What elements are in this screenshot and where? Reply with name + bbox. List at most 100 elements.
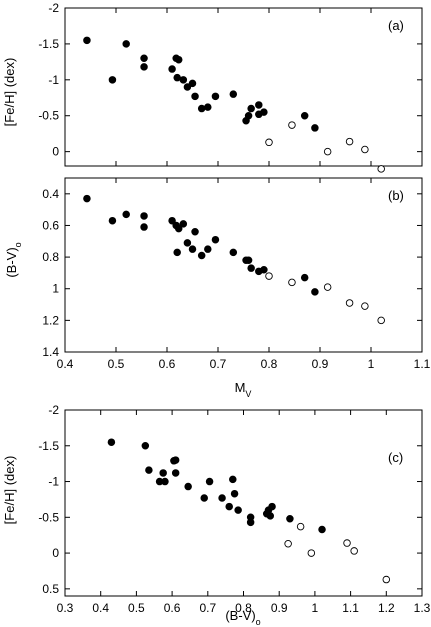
x-tick-label: 0.8 xyxy=(235,601,252,615)
filled-point xyxy=(83,36,91,45)
y-tick-label: 1 xyxy=(52,282,59,296)
y-tick-label: 1.4 xyxy=(42,345,59,359)
filled-point xyxy=(183,239,192,247)
x-tick-label: 1.1 xyxy=(342,601,359,615)
filled-point xyxy=(161,477,169,486)
x-tick-label: 0.6 xyxy=(159,357,176,371)
open-point xyxy=(377,165,385,173)
y-tick-label: -1.5 xyxy=(38,37,59,51)
panel-a-label: (a) xyxy=(388,18,404,33)
x-tick-label: 0.6 xyxy=(164,601,181,615)
panel-b-frame xyxy=(64,177,423,353)
filled-point xyxy=(244,111,253,120)
panel-c-frame xyxy=(64,409,423,597)
filled-point xyxy=(204,103,212,111)
panel-c-xticks: 0.3 0.4 0.5 0.6 0.7 0.8 0.9 1 1.1 1.2 1.3 xyxy=(57,410,431,615)
filled-point xyxy=(211,235,220,244)
filled-point xyxy=(205,477,214,486)
open-point xyxy=(377,316,385,325)
filled-point xyxy=(318,525,326,534)
open-point xyxy=(345,137,354,146)
x-tick-label: 0.9 xyxy=(271,601,288,615)
panel-a-points xyxy=(83,36,385,173)
panel-a-frame xyxy=(64,7,423,167)
open-point xyxy=(350,547,358,555)
y-tick-label: 0 xyxy=(52,145,59,159)
filled-point xyxy=(159,469,167,477)
filled-point xyxy=(191,228,199,236)
filled-point xyxy=(173,248,181,257)
filled-point xyxy=(311,288,319,296)
filled-point xyxy=(171,456,180,464)
filled-point xyxy=(229,475,237,484)
filled-point xyxy=(173,73,181,82)
y-tick-label: 0.8 xyxy=(42,250,59,264)
open-point xyxy=(288,278,296,287)
filled-point xyxy=(171,469,180,477)
filled-point xyxy=(266,512,275,520)
filled-point xyxy=(174,55,183,64)
filled-point xyxy=(244,256,253,265)
x-tick-label: 0.9 xyxy=(312,357,329,371)
y-tick-label: -1.5 xyxy=(38,439,59,453)
filled-point xyxy=(188,245,197,253)
filled-point xyxy=(197,251,206,260)
panel-c-xlabel: (B-V)o xyxy=(225,608,260,627)
filled-point xyxy=(230,489,239,498)
filled-point xyxy=(300,273,309,282)
filled-point xyxy=(234,506,242,514)
x-tick-label: 0.8 xyxy=(261,357,278,371)
filled-point xyxy=(300,111,309,120)
open-point xyxy=(345,299,354,307)
filled-point xyxy=(229,248,238,257)
filled-point xyxy=(140,54,148,63)
x-tick-label: 0.5 xyxy=(108,357,125,371)
y-tick-label: -2 xyxy=(48,403,59,417)
filled-point xyxy=(204,245,212,253)
filled-point xyxy=(122,40,130,48)
panel-c-yticks: -2 -1.5 -1 -0.5 0 0.5 xyxy=(38,403,422,596)
filled-point xyxy=(140,212,148,220)
panel-b-ylabel: (B-V)o xyxy=(4,242,23,277)
filled-point xyxy=(260,108,268,116)
filled-point xyxy=(145,466,153,474)
filled-point xyxy=(197,104,206,113)
panel-b: 0.4 0.5 0.6 0.7 0.8 0.9 1 1.1 0.40.60.811.21.4 … xyxy=(4,177,431,399)
filled-point xyxy=(200,494,208,502)
filled-point xyxy=(184,482,192,491)
y-tick-label: -0.5 xyxy=(38,510,59,524)
filled-point xyxy=(122,210,130,219)
filled-point xyxy=(174,224,183,233)
y-tick-label: 0 xyxy=(52,546,59,560)
filled-point xyxy=(247,104,255,113)
open-point xyxy=(382,575,391,584)
panel-c-points xyxy=(107,438,391,584)
open-point xyxy=(265,138,273,147)
open-point xyxy=(361,145,369,154)
x-tick-label: 0.4 xyxy=(92,601,109,615)
open-point xyxy=(296,522,305,531)
x-tick-label: 0.7 xyxy=(210,357,227,371)
x-tick-label: 0.3 xyxy=(57,601,74,615)
panel-b-points xyxy=(83,194,385,325)
open-point xyxy=(343,539,351,547)
filled-point xyxy=(179,76,188,84)
filled-point xyxy=(168,216,176,225)
filled-point xyxy=(140,223,148,231)
panel-c-ylabel: [Fe/H] (dex) xyxy=(2,456,17,525)
y-tick-label: -2 xyxy=(48,1,59,15)
panel-a-yticks: -2 -1.5 -1 -0.5 0 xyxy=(38,1,422,159)
y-tick-label: 1.2 xyxy=(42,313,59,327)
filled-point xyxy=(225,502,233,511)
filled-point xyxy=(108,76,117,84)
filled-point xyxy=(191,92,199,101)
panel-b-yticks: 0.4 0.6 0.8 1 1.2 1.4 xyxy=(42,187,422,359)
y-tick-label: 0.6 xyxy=(42,218,59,232)
open-point xyxy=(265,272,273,280)
filled-point xyxy=(183,83,192,91)
filled-point xyxy=(188,79,197,88)
x-tick-label: 1 xyxy=(368,357,375,371)
filled-point xyxy=(247,264,255,272)
filled-point xyxy=(168,65,176,73)
